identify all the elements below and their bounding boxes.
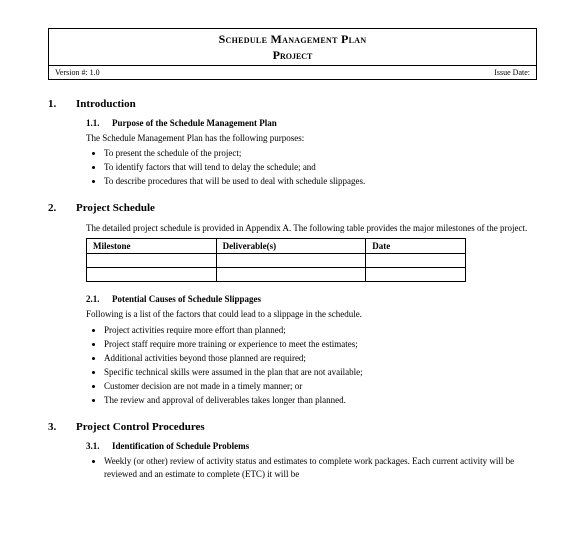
- list-item: To identify factors that will tend to de…: [104, 161, 537, 174]
- heading-num: 2.: [48, 202, 76, 214]
- milestone-table: Milestone Deliverable(s) Date: [86, 238, 466, 282]
- title-box: Schedule Management Plan Project Version…: [48, 28, 537, 80]
- s1-1-bullets: To present the schedule of the project; …: [104, 147, 537, 188]
- heading-text: Project Schedule: [76, 202, 155, 214]
- heading-num: 1.: [48, 98, 76, 110]
- subheading-text: Identification of Schedule Problems: [112, 441, 249, 451]
- list-item: Additional activities beyond those plann…: [104, 352, 537, 365]
- doc-title: Schedule Management Plan: [49, 29, 536, 48]
- version-label: Version #: 1.0: [55, 68, 100, 77]
- list-item: The review and approval of deliverables …: [104, 394, 537, 407]
- list-item: Weekly (or other) review of activity sta…: [104, 455, 537, 481]
- heading-3: 3.Project Control Procedures: [48, 421, 537, 433]
- heading-1: 1.Introduction: [48, 98, 537, 110]
- heading-3-1: 3.1.Identification of Schedule Problems: [86, 441, 537, 451]
- heading-text: Project Control Procedures: [76, 421, 205, 433]
- list-item: Customer decision are not made in a time…: [104, 380, 537, 393]
- section-2: 2.Project Schedule The detailed project …: [48, 202, 537, 407]
- title-meta-row: Version #: 1.0 Issue Date:: [49, 65, 536, 79]
- section-1: 1.Introduction 1.1.Purpose of the Schedu…: [48, 98, 537, 188]
- list-item: To present the schedule of the project;: [104, 147, 537, 160]
- list-item: Specific technical skills were assumed i…: [104, 366, 537, 379]
- s2-1-intro: Following is a list of the factors that …: [86, 308, 537, 320]
- issue-date-label: Issue Date:: [494, 68, 530, 77]
- s3-1-bullets: Weekly (or other) review of activity sta…: [104, 455, 537, 481]
- subheading-num: 3.1.: [86, 441, 112, 451]
- s2-intro: The detailed project schedule is provide…: [86, 222, 537, 234]
- doc-subtitle: Project: [49, 48, 536, 65]
- heading-1-1: 1.1.Purpose of the Schedule Management P…: [86, 118, 537, 128]
- s1-1-intro: The Schedule Management Plan has the fol…: [86, 132, 537, 144]
- subheading-num: 2.1.: [86, 294, 112, 304]
- list-item: Project staff require more training or e…: [104, 338, 537, 351]
- table-header-row: Milestone Deliverable(s) Date: [87, 239, 466, 254]
- list-item: To describe procedures that will be used…: [104, 175, 537, 188]
- col-milestone: Milestone: [87, 239, 217, 254]
- col-date: Date: [366, 239, 466, 254]
- table-row: [87, 268, 466, 282]
- subheading-text: Potential Causes of Schedule Slippages: [112, 294, 261, 304]
- s2-1-bullets: Project activities require more effort t…: [104, 324, 537, 407]
- subheading-num: 1.1.: [86, 118, 112, 128]
- list-item: Project activities require more effort t…: [104, 324, 537, 337]
- col-deliverable: Deliverable(s): [216, 239, 366, 254]
- heading-num: 3.: [48, 421, 76, 433]
- heading-text: Introduction: [76, 98, 136, 110]
- table-row: [87, 254, 466, 268]
- subheading-text: Purpose of the Schedule Management Plan: [112, 118, 277, 128]
- section-3: 3.Project Control Procedures 3.1.Identif…: [48, 421, 537, 481]
- heading-2: 2.Project Schedule: [48, 202, 537, 214]
- heading-2-1: 2.1.Potential Causes of Schedule Slippag…: [86, 294, 537, 304]
